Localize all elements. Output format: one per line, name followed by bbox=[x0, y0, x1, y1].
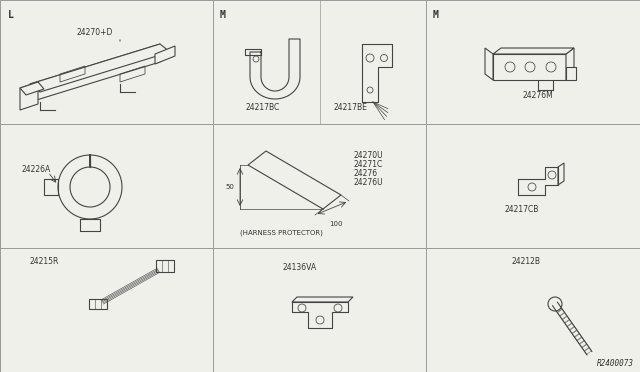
Text: 24276U: 24276U bbox=[353, 178, 383, 187]
Polygon shape bbox=[485, 48, 493, 80]
Text: 24136VA: 24136VA bbox=[283, 263, 317, 272]
Polygon shape bbox=[30, 44, 170, 92]
Polygon shape bbox=[493, 48, 574, 54]
Text: 24217BC: 24217BC bbox=[246, 103, 280, 112]
Text: 24217BE: 24217BE bbox=[333, 103, 367, 112]
Polygon shape bbox=[566, 48, 574, 80]
Text: 24276M: 24276M bbox=[523, 91, 554, 100]
Text: (HARNESS PROTECTOR): (HARNESS PROTECTOR) bbox=[240, 229, 323, 235]
Bar bbox=[89, 299, 107, 309]
Polygon shape bbox=[558, 163, 564, 185]
Text: 24271C: 24271C bbox=[353, 160, 382, 169]
Text: 24226A: 24226A bbox=[22, 165, 51, 174]
Polygon shape bbox=[248, 151, 341, 209]
Text: 24215R: 24215R bbox=[30, 257, 60, 266]
Text: M: M bbox=[433, 10, 439, 20]
Text: 24212B: 24212B bbox=[512, 257, 541, 266]
Polygon shape bbox=[20, 82, 44, 95]
Polygon shape bbox=[493, 54, 566, 80]
Text: M: M bbox=[220, 10, 226, 20]
Text: L: L bbox=[8, 10, 14, 20]
Text: 24270U: 24270U bbox=[353, 151, 383, 160]
Circle shape bbox=[548, 297, 562, 311]
Polygon shape bbox=[292, 297, 353, 302]
Text: 50: 50 bbox=[225, 184, 234, 190]
Text: R2400073: R2400073 bbox=[597, 359, 634, 368]
Text: 24217CB: 24217CB bbox=[505, 205, 539, 214]
Polygon shape bbox=[155, 46, 175, 64]
Text: 24270+D: 24270+D bbox=[77, 28, 113, 37]
Polygon shape bbox=[30, 44, 160, 102]
Bar bbox=[156, 260, 173, 272]
Text: 100: 100 bbox=[329, 221, 343, 227]
Polygon shape bbox=[566, 67, 576, 80]
Text: 24276: 24276 bbox=[353, 169, 377, 178]
Polygon shape bbox=[20, 82, 38, 110]
